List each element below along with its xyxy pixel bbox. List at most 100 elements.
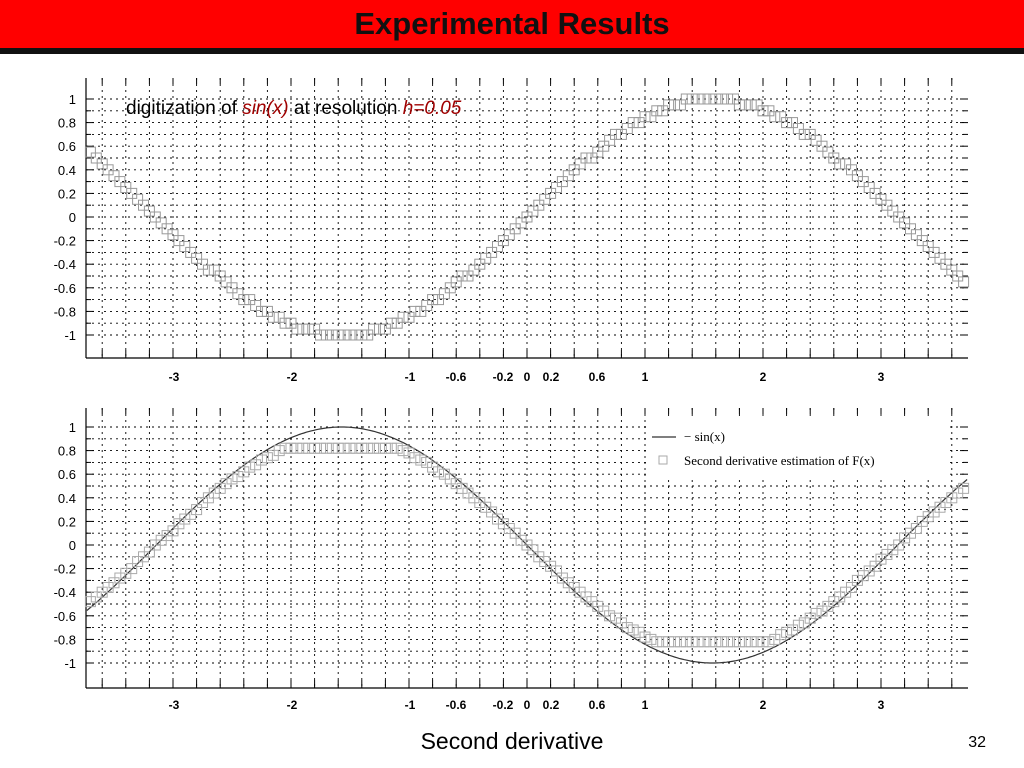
- x-tick-label: 0: [524, 370, 531, 384]
- data-point-marker: [179, 241, 191, 252]
- data-point-marker: [722, 93, 734, 105]
- data-point-marker: [798, 128, 810, 140]
- data-point-marker: [680, 636, 692, 648]
- data-point-marker: [881, 199, 893, 211]
- data-point-marker: [615, 128, 627, 140]
- data-point-marker: [108, 170, 120, 182]
- data-point-marker: [645, 633, 657, 645]
- y-tick-label: 1: [69, 420, 76, 435]
- data-point-marker: [627, 624, 639, 636]
- data-point-marker: [84, 146, 96, 158]
- data-point-marker: [875, 193, 887, 205]
- y-tick-label: -1: [64, 328, 76, 343]
- y-tick-label: 0.6: [58, 467, 76, 482]
- data-point-marker: [739, 636, 751, 648]
- data-point-marker: [320, 329, 332, 341]
- x-tick-label: -0.6: [446, 698, 467, 712]
- data-point-marker: [910, 522, 922, 534]
- data-point-marker: [910, 229, 922, 241]
- data-point-marker: [379, 323, 391, 335]
- data-point-marker: [303, 442, 315, 454]
- data-point-marker: [244, 461, 256, 473]
- data-point-marker: [261, 452, 273, 464]
- legend-label-neg-sin: − sin(x): [684, 429, 725, 444]
- data-point-marker: [132, 193, 144, 205]
- data-point-marker: [680, 93, 692, 105]
- data-point-marker: [208, 264, 220, 276]
- data-point-marker: [415, 454, 427, 466]
- data-point-marker: [728, 636, 739, 648]
- y-tick-label: -0.6: [54, 281, 76, 296]
- data-point-marker: [238, 294, 250, 306]
- data-point-marker: [722, 636, 734, 648]
- data-point-marker: [191, 252, 203, 264]
- y-tick-label: -0.2: [54, 234, 76, 249]
- data-point-marker: [751, 99, 763, 111]
- data-point-marker: [303, 323, 315, 335]
- data-point-marker: [745, 636, 757, 648]
- data-point-marker: [781, 626, 793, 638]
- legend-marker-swatch: [658, 455, 668, 465]
- y-tick-label: 0.4: [58, 491, 76, 506]
- data-point-marker: [745, 99, 757, 111]
- data-point-marker: [940, 258, 952, 270]
- data-point-marker: [775, 629, 787, 641]
- data-point-marker: [916, 235, 928, 247]
- data-point-marker: [415, 305, 427, 317]
- data-point-marker: [580, 152, 592, 164]
- data-point-marker: [733, 636, 745, 648]
- page-number: 32: [968, 734, 986, 751]
- data-point-marker: [332, 442, 344, 454]
- y-tick-label: 0.2: [58, 514, 76, 529]
- data-point-marker: [763, 105, 775, 117]
- data-point-marker: [686, 93, 698, 105]
- data-point-marker: [350, 329, 362, 341]
- data-point-marker: [598, 140, 610, 152]
- data-point-marker: [781, 117, 793, 129]
- x-tick-label: 2: [760, 698, 767, 712]
- y-tick-label: -0.2: [54, 562, 76, 577]
- data-point-marker: [893, 211, 905, 223]
- data-point-marker: [769, 111, 781, 123]
- y-tick-label: 0: [69, 210, 76, 225]
- data-point-marker: [291, 323, 303, 335]
- data-point-marker: [545, 187, 557, 199]
- data-point-marker: [497, 235, 509, 247]
- data-point-marker: [344, 442, 356, 454]
- data-point-marker: [775, 111, 787, 123]
- data-point-marker: [922, 241, 934, 252]
- data-point-marker: [126, 563, 138, 575]
- data-point-marker: [191, 504, 203, 516]
- x-tick-label: 3: [878, 370, 885, 384]
- data-point-marker: [126, 187, 138, 199]
- data-point-marker: [657, 105, 669, 117]
- data-point-marker: [320, 442, 332, 454]
- data-point-marker: [604, 610, 616, 622]
- slide-title-bar: Experimental Results: [0, 0, 1024, 54]
- data-point-marker: [657, 636, 669, 648]
- data-point-marker: [486, 506, 498, 518]
- data-point-marker: [220, 276, 232, 288]
- data-point-marker: [143, 205, 155, 217]
- x-tick-label: -0.2: [493, 698, 514, 712]
- data-point-marker: [173, 235, 185, 247]
- x-tick-label: 1: [642, 698, 649, 712]
- data-point-marker: [226, 473, 238, 485]
- x-tick-label: -0.6: [446, 370, 467, 384]
- data-point-marker: [757, 636, 769, 648]
- data-point-marker: [639, 631, 651, 643]
- data-point-marker: [362, 329, 374, 341]
- x-tick-label: 0.6: [589, 370, 606, 384]
- data-point-marker: [397, 311, 409, 323]
- chart-title-part: digitization of: [126, 98, 242, 119]
- data-point-marker: [120, 182, 132, 193]
- data-point-marker: [846, 164, 857, 176]
- x-tick-label: -1: [405, 698, 416, 712]
- data-point-marker: [869, 187, 881, 199]
- y-tick-label: 0.2: [58, 186, 76, 201]
- data-point-marker: [645, 111, 657, 123]
- y-tick-label: 0.8: [58, 444, 76, 459]
- data-point-marker: [869, 560, 881, 572]
- data-point-marker: [309, 442, 321, 454]
- data-point-marker: [610, 128, 621, 140]
